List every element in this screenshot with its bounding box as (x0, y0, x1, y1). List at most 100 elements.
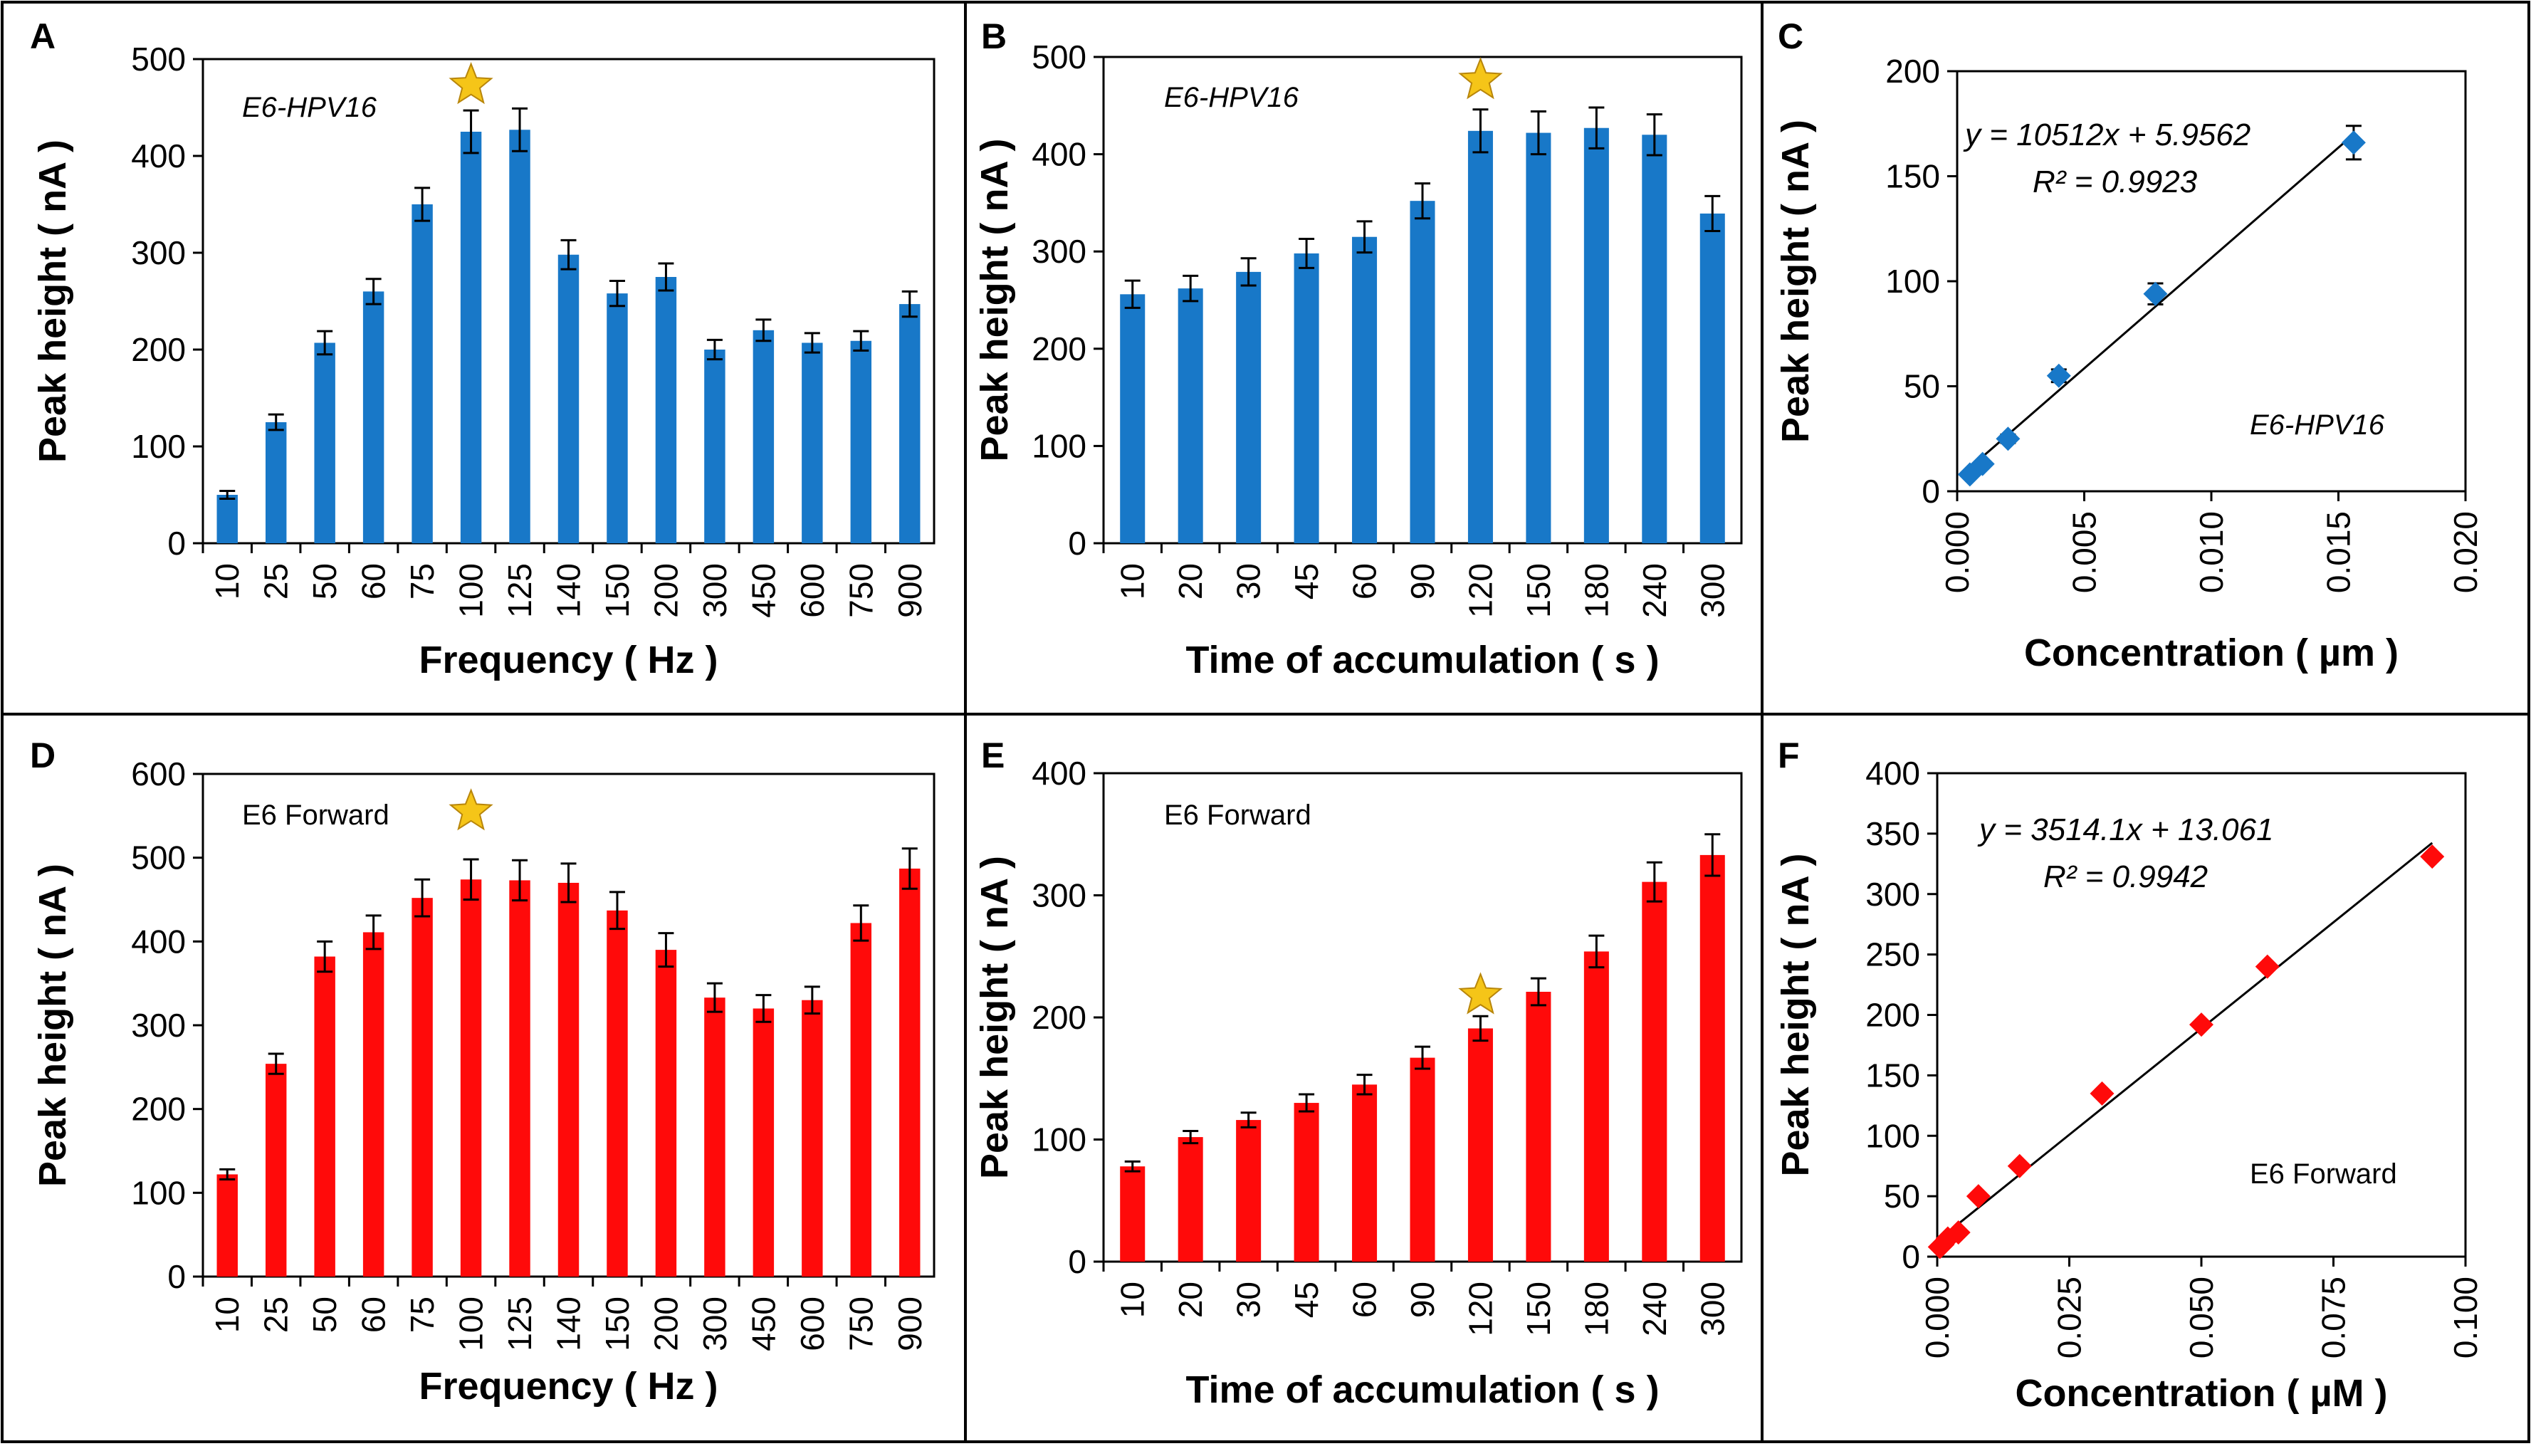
bar (1178, 288, 1203, 543)
x-tick-label: 30 (1230, 563, 1267, 599)
error-bar (1472, 1015, 1489, 1042)
error-bar (804, 985, 820, 1015)
bar (1410, 1057, 1435, 1262)
y-tick-label: 200 (1865, 997, 1920, 1034)
y-tick-label: 300 (1032, 233, 1086, 270)
y-tick-label: 400 (1865, 755, 1920, 792)
fit-r-squared: R² = 0.9923 (2033, 164, 2198, 199)
error-bar (1704, 833, 1721, 877)
bar (1352, 236, 1378, 543)
y-axis-label: Peak height ( nA ) (973, 856, 1016, 1179)
error-bar (1124, 279, 1141, 309)
data-point (2143, 281, 2168, 306)
trend-line (1969, 133, 2354, 469)
bar (362, 932, 384, 1277)
x-tick-label: 900 (891, 1297, 928, 1351)
panel-annotation: E6 Forward (1164, 800, 1311, 831)
x-tick-label: 10 (209, 1297, 246, 1333)
data-point (2046, 363, 2071, 388)
error-bar (755, 994, 772, 1023)
x-tick-label: 120 (1462, 563, 1499, 618)
x-tick-label: 30 (1230, 1282, 1267, 1318)
data-point (1970, 451, 1995, 476)
x-tick-label: 150 (599, 563, 636, 618)
error-bar (414, 187, 431, 222)
x-tick-label: 60 (355, 563, 392, 599)
bar (850, 340, 872, 543)
error-bar (268, 1052, 284, 1075)
y-tick-label: 100 (1885, 263, 1940, 300)
x-tick-label: 0.000 (1939, 511, 1976, 593)
error-bar (219, 490, 236, 500)
y-tick-label: 0 (1068, 525, 1086, 562)
bar (1178, 1137, 1203, 1262)
error-bar (1646, 861, 1662, 903)
bar (412, 204, 433, 543)
x-axis-label: Concentration ( µm ) (2024, 632, 2399, 674)
star-marker (1458, 57, 1503, 100)
fit-equation: y = 3514.1x + 13.061 (1977, 812, 2273, 847)
y-axis-label: Peak height ( nA ) (973, 138, 1016, 461)
error-bar (268, 413, 284, 431)
x-tick-label: 600 (794, 563, 831, 618)
bar (1467, 1028, 1493, 1262)
y-axis-label: Peak height ( nA ) (31, 864, 74, 1187)
x-axis-label: Time of accumulation ( s ) (1185, 639, 1659, 681)
x-tick-label: 0.010 (2193, 511, 2230, 593)
y-tick-label: 0 (167, 525, 186, 562)
bar (1236, 271, 1262, 543)
y-tick-label: 200 (1032, 999, 1086, 1036)
bar (899, 304, 921, 543)
x-axis-label: Frequency ( Hz ) (419, 1365, 718, 1408)
y-tick-label: 50 (1904, 368, 1940, 405)
panel-annotation: E6-HPV16 (2250, 409, 2385, 441)
bar (1642, 881, 1667, 1262)
error-bar (317, 330, 333, 356)
bar (753, 1008, 775, 1277)
panel-annotation: E6 Forward (242, 800, 389, 831)
x-tick-label: 20 (1172, 1282, 1209, 1318)
error-bar (1183, 274, 1199, 303)
error-bar (463, 858, 479, 901)
star-marker (1458, 972, 1503, 1015)
error-bar (609, 279, 625, 308)
star-marker (449, 788, 493, 831)
y-tick-label: 300 (1865, 876, 1920, 913)
x-tick-label: 0.020 (2447, 511, 2484, 593)
y-tick-label: 400 (1032, 136, 1086, 173)
x-tick-label: 150 (1520, 563, 1557, 618)
error-bar (853, 330, 869, 352)
bar (1583, 127, 1609, 543)
error-bar (706, 338, 723, 361)
x-tick-label: 300 (1694, 1282, 1731, 1336)
x-tick-label: 750 (842, 1297, 879, 1351)
x-tick-label: 600 (794, 1297, 831, 1351)
bar (1294, 1103, 1319, 1262)
bar (655, 950, 677, 1277)
error-bar (1415, 1045, 1430, 1070)
x-tick-label: 50 (306, 563, 343, 599)
y-tick-label: 200 (131, 1091, 186, 1128)
error-bar (1356, 220, 1373, 254)
x-tick-label: 10 (209, 563, 246, 599)
error-bar (1646, 113, 1662, 157)
bar (1410, 201, 1435, 543)
error-bar (609, 891, 625, 931)
data-point (1996, 426, 2021, 451)
y-tick-label: 200 (1032, 330, 1086, 367)
y-tick-label: 300 (1032, 877, 1086, 914)
x-tick-label: 90 (1404, 563, 1441, 599)
x-tick-label: 140 (550, 1297, 587, 1351)
bar (850, 923, 872, 1277)
bar (362, 291, 384, 543)
fit-equation: y = 10512x + 5.9562 (1963, 117, 2250, 152)
error-bar (1588, 106, 1605, 150)
x-tick-label: 180 (1578, 1282, 1615, 1336)
error-bar (365, 278, 382, 305)
x-tick-label: 140 (550, 563, 587, 618)
x-tick-label: 60 (1346, 563, 1383, 599)
panel-f: F 0 50 100 150 200 250 300 350 400 Concentration (… (1774, 735, 2484, 1415)
error-bar (804, 332, 820, 354)
data-point (2189, 1012, 2213, 1037)
